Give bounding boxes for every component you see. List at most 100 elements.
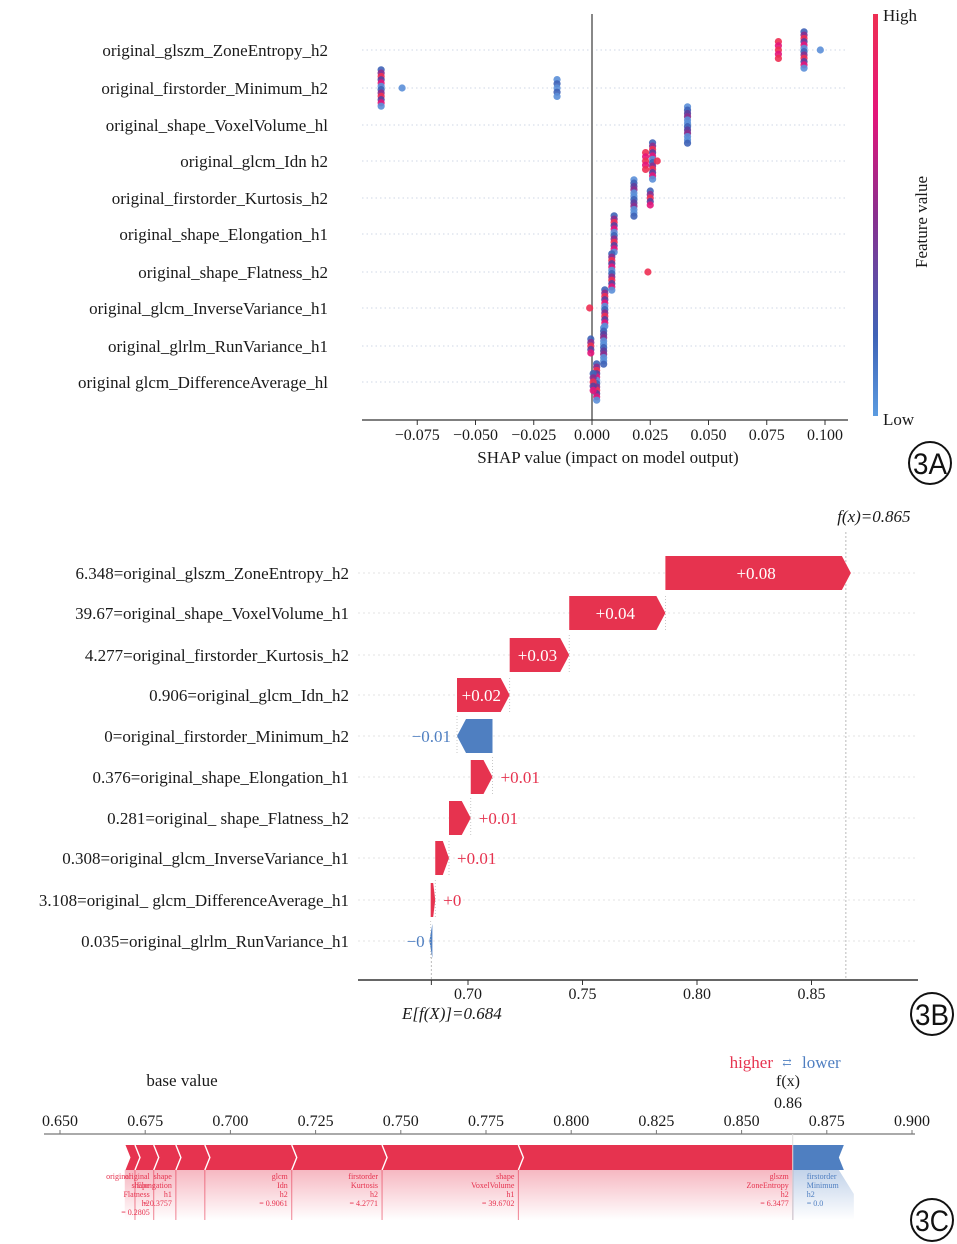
label-fade <box>792 1170 854 1220</box>
force-bar <box>124 1145 140 1170</box>
segment-label: Elongation <box>137 1181 172 1190</box>
x-tick-label: 0.825 <box>638 1113 674 1130</box>
x-tick-label: 0.875 <box>809 1113 845 1130</box>
segment-divider <box>175 1144 182 1171</box>
segment-divider <box>124 1144 131 1171</box>
x-tick-label: 0.800 <box>553 1113 589 1130</box>
shap-point <box>641 165 650 173</box>
x-tick-label: 0.70 <box>454 986 482 1003</box>
force-segment <box>175 1144 210 1220</box>
x-axis-title: SHAP value (impact on model output) <box>477 448 738 467</box>
shap-point <box>398 84 406 92</box>
feature-label: 0.906=original_glcm_Idn_h2 <box>149 686 349 705</box>
force-bar <box>175 1145 210 1170</box>
x-tick-label: 0.850 <box>724 1113 760 1130</box>
feature-label: 6.348=original_glszm_ZoneEntropy_h2 <box>75 564 349 583</box>
output-value: 0.86 <box>774 1095 802 1112</box>
feature-label: original glcm_DifferenceAverage_hl <box>78 373 328 392</box>
segment-label: VoxelVolume <box>471 1181 515 1190</box>
x-tick-label: 0.050 <box>691 427 727 444</box>
force-bar <box>291 1145 388 1170</box>
bar-value-label: +0.02 <box>462 686 501 705</box>
waterfall-bar <box>435 841 449 875</box>
shap-point <box>586 304 594 312</box>
feature-label: 0.035=original_glrlm_RunVariance_h1 <box>81 932 349 951</box>
force-bar <box>134 1145 159 1170</box>
shap-point <box>593 396 601 404</box>
segment-label: h1 <box>164 1190 172 1199</box>
x-tick-label: 0.100 <box>807 427 843 444</box>
x-tick-label: −0.050 <box>453 427 498 444</box>
colorbar-low-label: Low <box>883 410 915 429</box>
segment-label: shape <box>132 1181 151 1190</box>
segment-label: original <box>125 1172 151 1181</box>
x-tick-label: 0.80 <box>683 986 711 1003</box>
segment-label: = 0.0 <box>807 1199 824 1208</box>
label-fade <box>153 1170 176 1220</box>
force-bar <box>518 1145 798 1170</box>
waterfall-bar <box>457 678 510 712</box>
waterfall-bar <box>470 760 493 794</box>
colorbar-title: Feature value <box>912 176 931 268</box>
feature-label: original_glrlm_RunVariance_h1 <box>108 337 328 356</box>
bar-value-label: +0.04 <box>596 604 636 623</box>
feature-label: 39.67=original_shape_VoxelVolume_h1 <box>75 604 349 623</box>
segment-label: Minimum <box>807 1181 840 1190</box>
segment-label: original <box>106 1172 132 1181</box>
segment-label: shape <box>496 1172 515 1181</box>
x-tick-label: −0.025 <box>511 427 556 444</box>
force-bar <box>792 1145 844 1170</box>
panel-3a-beeswarm: original_glszm_ZoneEntropy_h2 original_fi… <box>78 6 952 485</box>
segment-label: = 39.6702 <box>482 1199 515 1208</box>
x-tick-label: −0.075 <box>395 427 440 444</box>
waterfall-bars: +0.08 +0.04 +0.03 +0.02 −0.01 +0.01 +0.01 +0.01… <box>407 556 851 958</box>
shap-point <box>587 349 595 357</box>
bar-value-label: +0.03 <box>518 646 557 665</box>
segment-label: h2 <box>142 1199 150 1208</box>
legend-higher-lower: higher ⇄ lower <box>730 1053 841 1072</box>
panel-badge-3c: 3C <box>910 1198 954 1242</box>
feature-label: original_glszm_ZoneEntropy_h2 <box>102 41 328 60</box>
shap-point <box>816 46 824 54</box>
base-value-label: base value <box>146 1071 217 1090</box>
shap-point <box>800 64 808 72</box>
waterfall-bar <box>665 556 851 590</box>
waterfall-bar <box>430 883 436 917</box>
label-fade <box>518 1170 793 1220</box>
segment-label: h2 <box>781 1190 789 1199</box>
segment-label: h2 <box>280 1190 288 1199</box>
feature-label: original_firstorder_Kurtosis_h2 <box>112 189 328 208</box>
segment-divider <box>153 1144 160 1171</box>
feature-labels: 6.348=original_glszm_ZoneEntropy_h2 39.67… <box>39 564 349 951</box>
output-value-label: f(x)=0.865 <box>837 507 910 526</box>
bar-value-label: +0.08 <box>736 564 775 583</box>
segment-label: h2 <box>370 1190 378 1199</box>
segment-label: Flatness <box>123 1190 149 1199</box>
shap-point <box>553 92 561 100</box>
label-fade <box>134 1170 154 1220</box>
bar-value-label: +0.01 <box>479 809 518 828</box>
shap-point <box>608 286 616 294</box>
x-tick-label: 0.650 <box>42 1113 78 1130</box>
segment-label: glszm <box>770 1172 790 1181</box>
panel-3b-waterfall: f(x)=0.865 +0.08+0.04+0.03+0.02−0.01+0.0… <box>39 507 954 1036</box>
feature-label: original_shape_Elongation_h1 <box>119 225 328 244</box>
waterfall-bar <box>509 638 570 672</box>
feature-label: 0.376=original_shape_Elongation_h1 <box>92 768 349 787</box>
waterfall-bar <box>457 719 493 753</box>
output-label: f(x) <box>776 1073 800 1090</box>
feature-label: 0.281=original_ shape_Flatness_h2 <box>107 809 349 828</box>
label-fade <box>124 1170 135 1220</box>
feature-labels: original_glszm_ZoneEntropy_h2 original_fi… <box>78 41 328 392</box>
feature-label: 0.308=original_glcm_InverseVariance_h1 <box>62 849 349 868</box>
bar-value-label: −0 <box>407 932 425 951</box>
x-axis-ticks: 0.70 0.75 0.80 0.85 <box>430 980 826 1003</box>
feature-label: original_shape_VoxelVolume_hl <box>106 116 329 135</box>
x-tick-label: 0.85 <box>798 986 826 1003</box>
segment-label: h2 <box>807 1190 815 1199</box>
x-axis-ticks: −0.075 −0.050 −0.025 0.000 0.025 0.050 0.075 0.… <box>395 420 843 444</box>
